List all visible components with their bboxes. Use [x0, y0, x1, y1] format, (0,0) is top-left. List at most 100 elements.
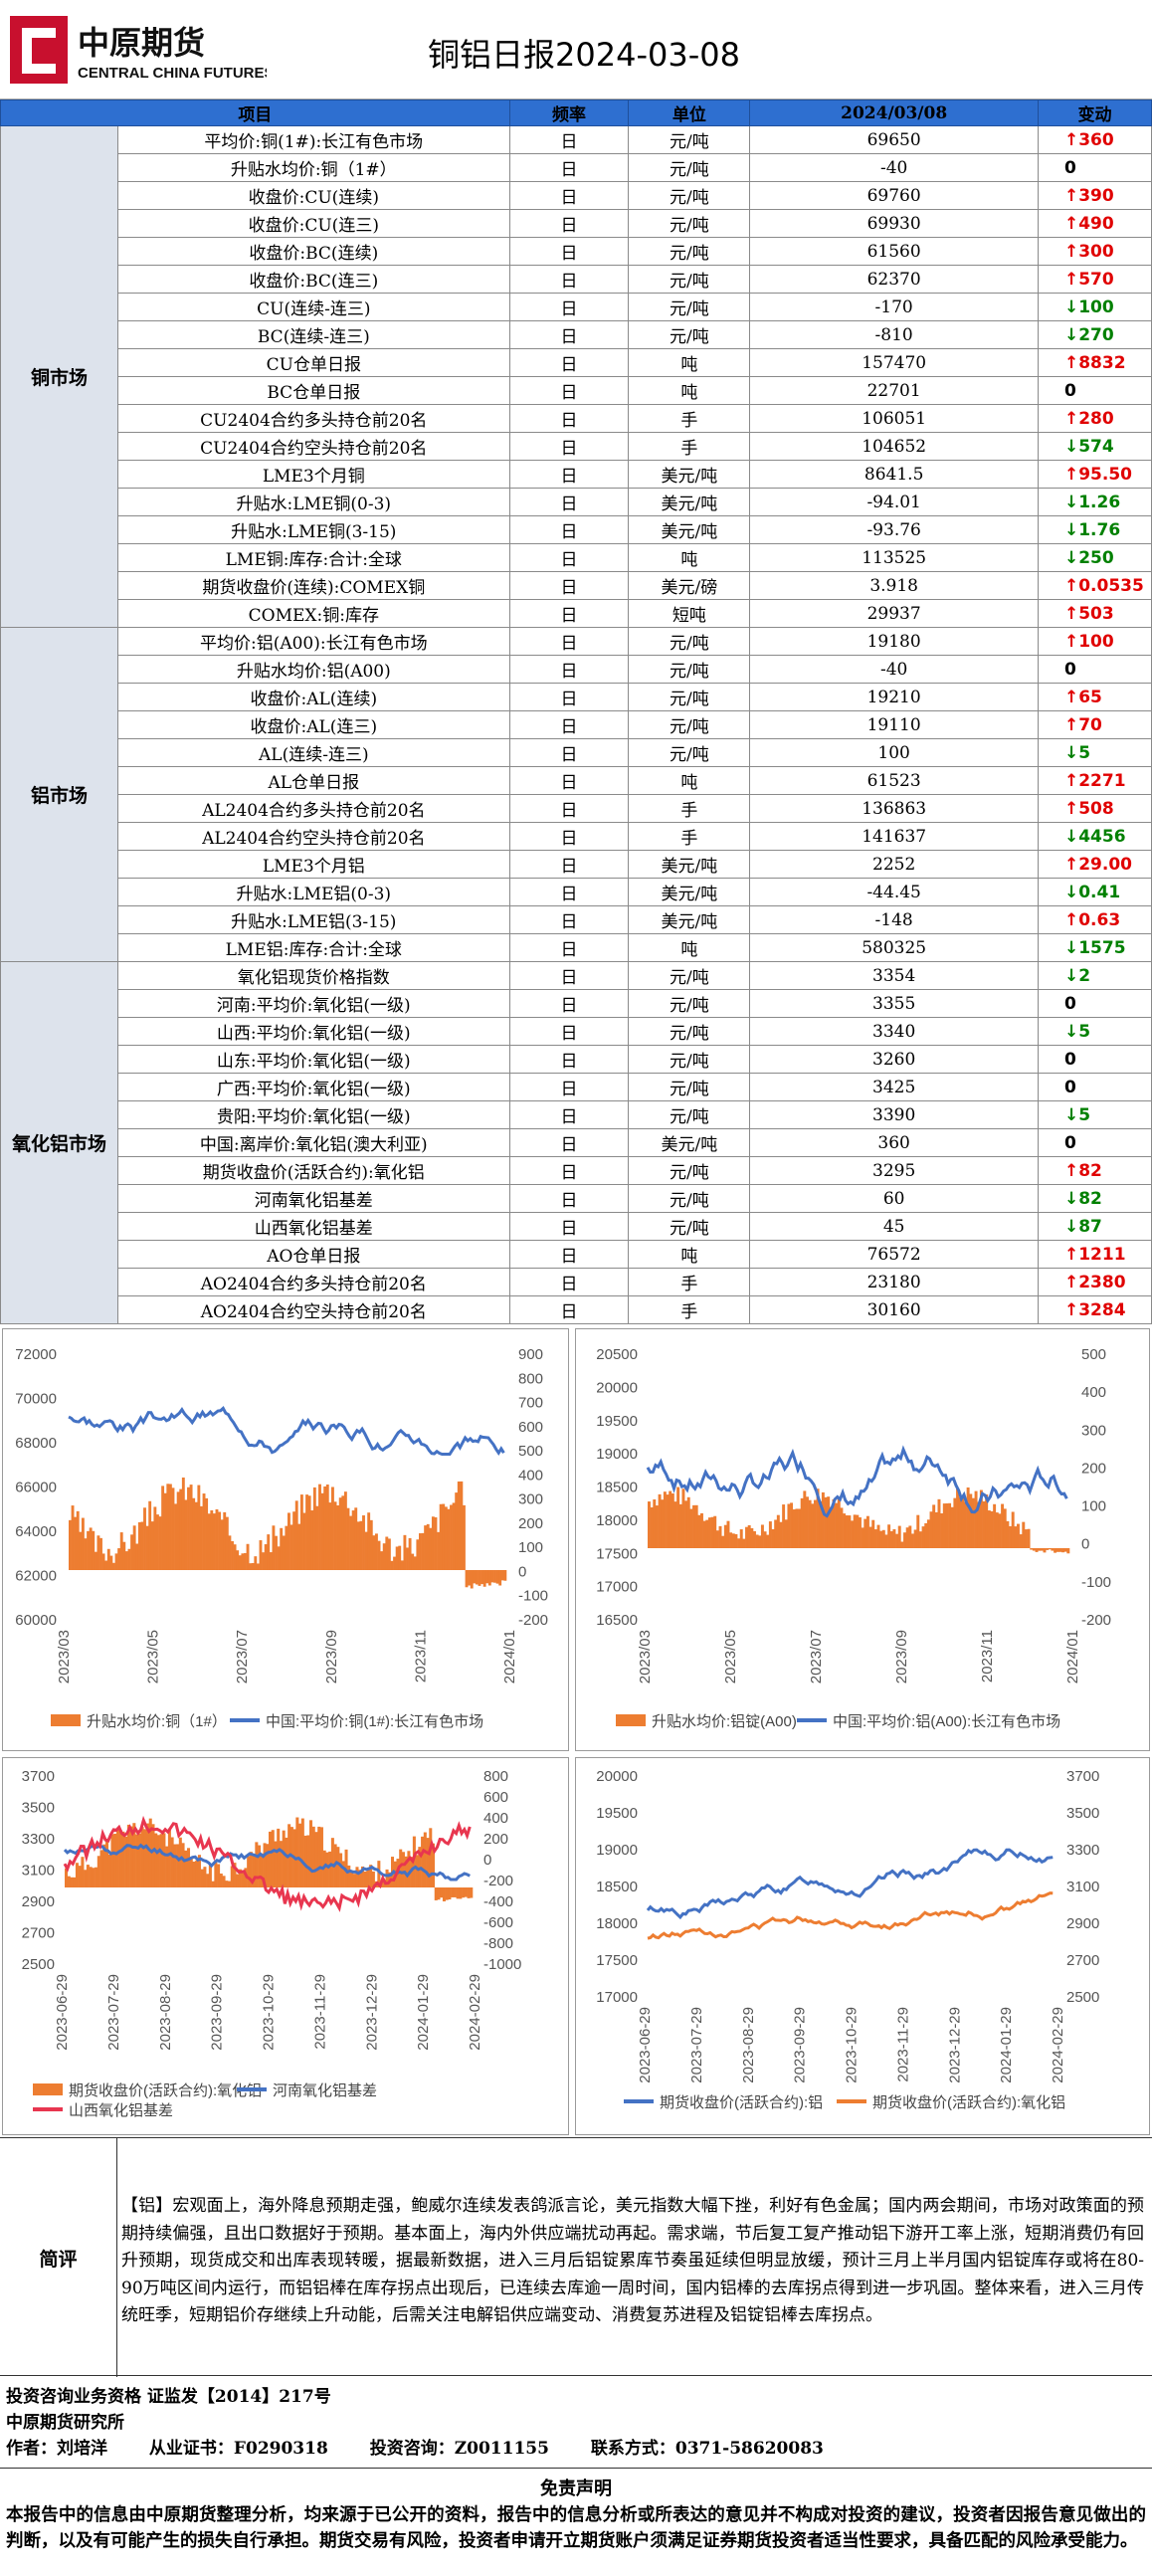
item-name-cell: CU(连续-连三) [116, 293, 510, 321]
legend-label: 升贴水均价:铜（1#） [87, 1713, 227, 1730]
value-cell: 76572 [749, 1240, 1039, 1269]
item-name-cell: 期货收盘价(连续):COMEX铜 [116, 571, 510, 600]
y-right-tick: 300 [1081, 1422, 1106, 1439]
bar-mark [372, 1535, 376, 1570]
x-tick: 2023/07 [234, 1630, 251, 1684]
bar-mark [456, 1887, 460, 1899]
bar-mark [325, 1485, 329, 1570]
bar-mark [1066, 1548, 1070, 1554]
table-row: CU2404合约多头持仓前20名日手 106051 ↑280 [1, 404, 1152, 433]
bar-mark [734, 1533, 738, 1548]
bar-mark [244, 1552, 247, 1570]
value-cell: -44.45 [749, 878, 1039, 906]
y-left-tick: 70000 [15, 1391, 57, 1408]
frequency-cell: 日 [508, 683, 630, 711]
bar-mark [377, 1540, 381, 1570]
unit-cell: 元/吨 [628, 1212, 751, 1241]
bar-mark [729, 1532, 733, 1548]
unit-cell: 元/吨 [628, 181, 751, 210]
bar-mark [271, 1830, 275, 1887]
bar-mark [798, 1508, 801, 1548]
bar-mark [399, 1849, 403, 1887]
bar-mark [924, 1522, 928, 1548]
bar-mark [325, 1852, 329, 1887]
bar-mark [79, 1531, 83, 1570]
bar-mark [726, 1520, 730, 1548]
y-right-tick: -200 [483, 1873, 513, 1889]
table-row: AL仓单日报日吨 61523 ↑2271 [1, 766, 1152, 795]
frequency-cell: 日 [508, 1073, 630, 1101]
bar-mark [167, 1828, 171, 1887]
change-cell: ↑360 [1037, 125, 1152, 154]
bar-mark [653, 1498, 657, 1548]
bar-mark [145, 1525, 149, 1570]
table-row: CU仓单日报日吨 157470 ↑8832 [1, 348, 1152, 377]
bar-mark [75, 1863, 79, 1887]
value-cell: 22701 [749, 376, 1039, 405]
bar-mark [835, 1502, 839, 1548]
bar-mark [358, 1870, 362, 1887]
item-name-cell: 期货收盘价(活跃合约):氧化铝 [116, 1156, 510, 1185]
y-left-tick: 2700 [22, 1925, 55, 1942]
bar-mark [215, 1508, 219, 1570]
bar-mark [222, 1876, 226, 1887]
bar-mark [214, 1861, 218, 1887]
frequency-cell: 日 [508, 599, 630, 628]
table-row: 收盘价:BC(连三) 日元/吨 62370 ↑570 [1, 265, 1152, 294]
bar-mark [366, 1868, 370, 1887]
bar-mark [678, 1503, 682, 1548]
bar-mark [721, 1535, 725, 1548]
bar-mark [787, 1503, 791, 1548]
change-cell: ↑390 [1037, 181, 1152, 210]
bar-mark [1014, 1526, 1018, 1548]
frequency-cell: 日 [508, 1156, 630, 1185]
frequency-cell: 日 [508, 543, 630, 572]
bar-mark [705, 1519, 709, 1548]
bar-mark [437, 1887, 441, 1900]
y-right-tick: 300 [518, 1491, 543, 1508]
y-left-tick: 19500 [596, 1805, 638, 1822]
bar-mark [156, 1835, 160, 1887]
bar-mark [171, 1487, 175, 1570]
bar-mark [153, 1506, 157, 1570]
bar-mark [122, 1541, 126, 1570]
bar-mark [282, 1535, 286, 1570]
value-cell: -810 [749, 320, 1039, 349]
item-name-cell: LME铝:库存:合计:全球 [116, 933, 510, 962]
unit-cell: 元/吨 [628, 125, 751, 154]
bar-mark [126, 1824, 130, 1887]
bar-mark [233, 1544, 237, 1570]
cert-label: 从业证书： [148, 2439, 234, 2459]
y-right-tick: 3700 [1066, 1768, 1099, 1785]
bar-mark [782, 1504, 786, 1548]
bar-mark [314, 1832, 318, 1887]
series-line [646, 1848, 1054, 1920]
bar-mark [385, 1869, 389, 1887]
bar-mark [837, 1496, 841, 1548]
bar-mark [310, 1510, 314, 1570]
legend-swatch [33, 2083, 63, 2095]
bar-mark [1019, 1534, 1023, 1548]
bar-mark [658, 1493, 662, 1548]
x-tick: 2024/01 [1064, 1630, 1081, 1684]
bar-mark [127, 1548, 131, 1570]
change-cell: ↓270 [1037, 320, 1152, 349]
bar-mark [408, 1537, 412, 1570]
change-cell: ↑65 [1037, 683, 1152, 711]
bar-mark [254, 1556, 258, 1570]
y-left-tick: 17500 [596, 1545, 638, 1562]
frequency-cell: 日 [508, 1295, 630, 1324]
bar-mark [256, 1563, 260, 1570]
y-right-tick: 200 [518, 1515, 543, 1532]
bar-mark [1048, 1548, 1052, 1550]
x-tick: 2024/01 [501, 1630, 518, 1684]
value-cell: 136863 [749, 794, 1039, 823]
bar-mark [212, 1513, 216, 1570]
bar-mark [979, 1489, 983, 1548]
bar-mark [792, 1509, 796, 1548]
disclaimer-section: 免责声明 本报告中的信息由中原期货整理分析，均来源于已公开的资料，报告中的信息分… [0, 2468, 1152, 2551]
y-left-tick: 66000 [15, 1480, 57, 1496]
bar-mark [233, 1863, 237, 1887]
bar-mark [495, 1570, 499, 1584]
change-cell: 0 [1037, 1045, 1152, 1074]
